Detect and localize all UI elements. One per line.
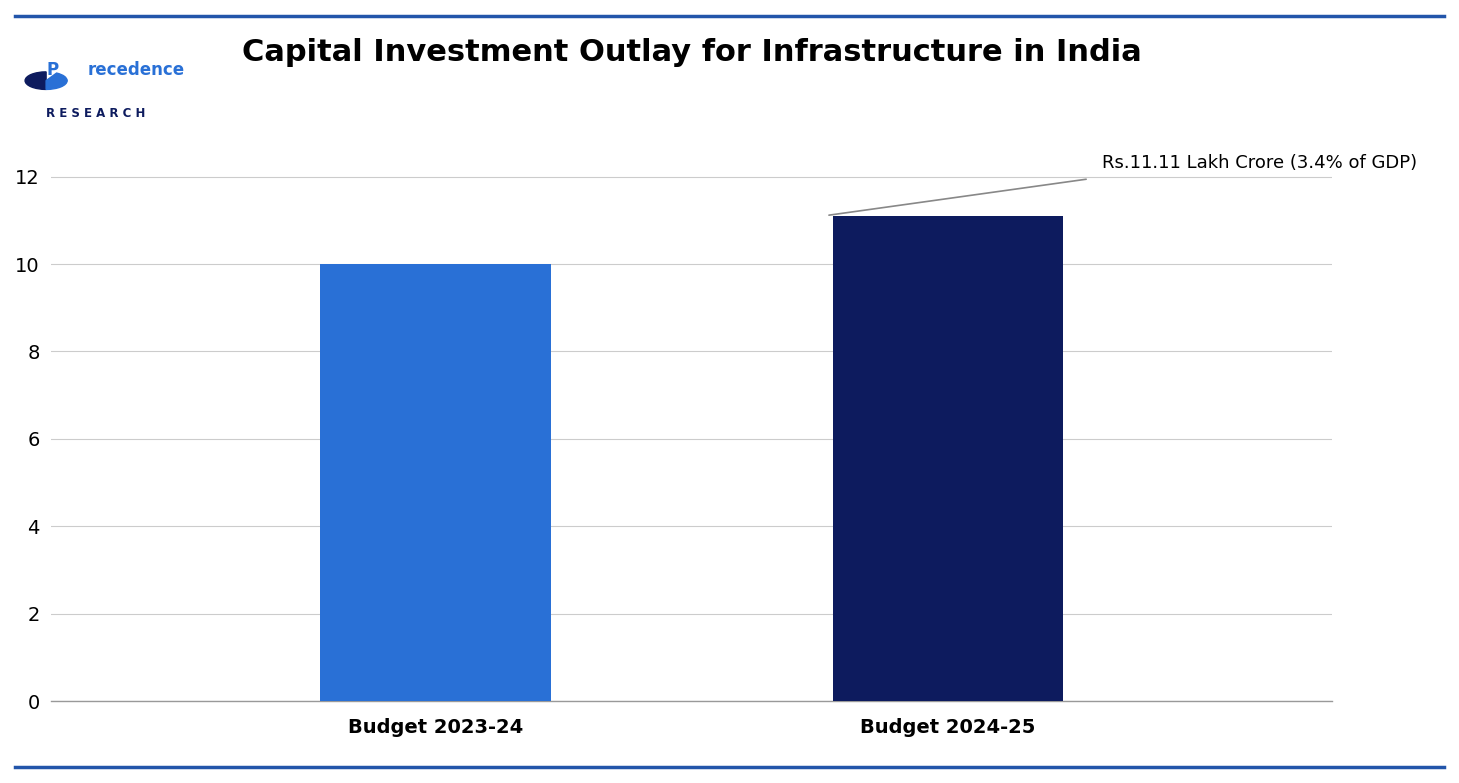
Bar (320, 264, 550, 701)
Text: P: P (47, 61, 58, 78)
Bar (833, 215, 1064, 701)
Wedge shape (47, 73, 67, 81)
Wedge shape (47, 81, 67, 89)
Text: recedence: recedence (88, 61, 185, 78)
Title: Capital Investment Outlay for Infrastructure in India: Capital Investment Outlay for Infrastruc… (242, 38, 1141, 67)
Wedge shape (25, 72, 47, 89)
Text: R E S E A R C H: R E S E A R C H (47, 107, 146, 120)
Text: Rs.11.11 Lakh Crore (3.4% of GDP): Rs.11.11 Lakh Crore (3.4% of GDP) (1102, 154, 1417, 172)
